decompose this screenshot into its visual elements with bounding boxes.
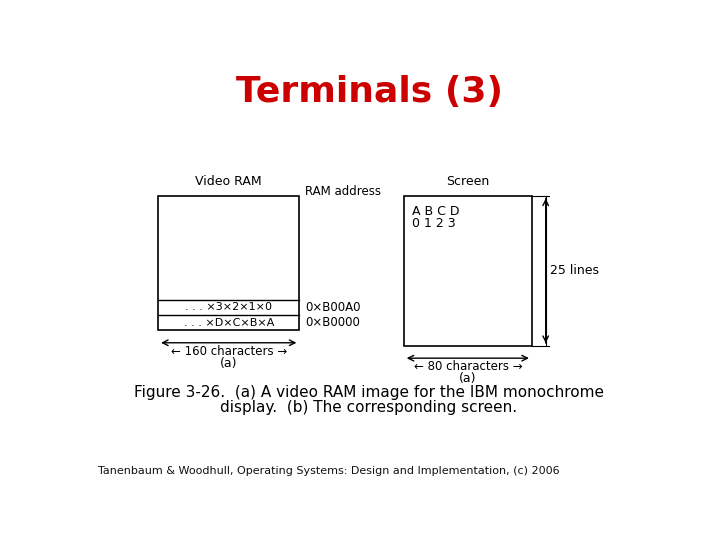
Text: RAM address: RAM address <box>305 185 382 198</box>
Bar <box>404 195 532 346</box>
Text: display.  (b) The corresponding screen.: display. (b) The corresponding screen. <box>220 400 518 415</box>
Text: 0 1 2 3: 0 1 2 3 <box>412 217 455 230</box>
Text: Tanenbaum & Woodhull, Operating Systems: Design and Implementation, (c) 2006: Tanenbaum & Woodhull, Operating Systems:… <box>98 466 559 476</box>
Bar <box>158 195 300 330</box>
Text: 25 lines: 25 lines <box>550 264 599 277</box>
Text: Terminals (3): Terminals (3) <box>235 75 503 109</box>
Text: Figure 3-26.  (a) A video RAM image for the IBM monochrome: Figure 3-26. (a) A video RAM image for t… <box>134 384 604 400</box>
Text: ← 160 characters →: ← 160 characters → <box>171 345 287 358</box>
Text: 0×B00A0: 0×B00A0 <box>305 301 361 314</box>
Text: A B C D: A B C D <box>412 205 459 218</box>
Text: Video RAM: Video RAM <box>195 176 262 188</box>
Text: . . . ×3×2×1×0: . . . ×3×2×1×0 <box>185 302 272 312</box>
Text: ← 80 characters →: ← 80 characters → <box>413 361 522 374</box>
Text: (a): (a) <box>220 356 238 369</box>
Text: . . . ×D×C×B×A: . . . ×D×C×B×A <box>184 318 274 328</box>
Text: Screen: Screen <box>446 176 490 188</box>
Text: (a): (a) <box>459 372 477 385</box>
Text: 0×B0000: 0×B0000 <box>305 316 360 329</box>
